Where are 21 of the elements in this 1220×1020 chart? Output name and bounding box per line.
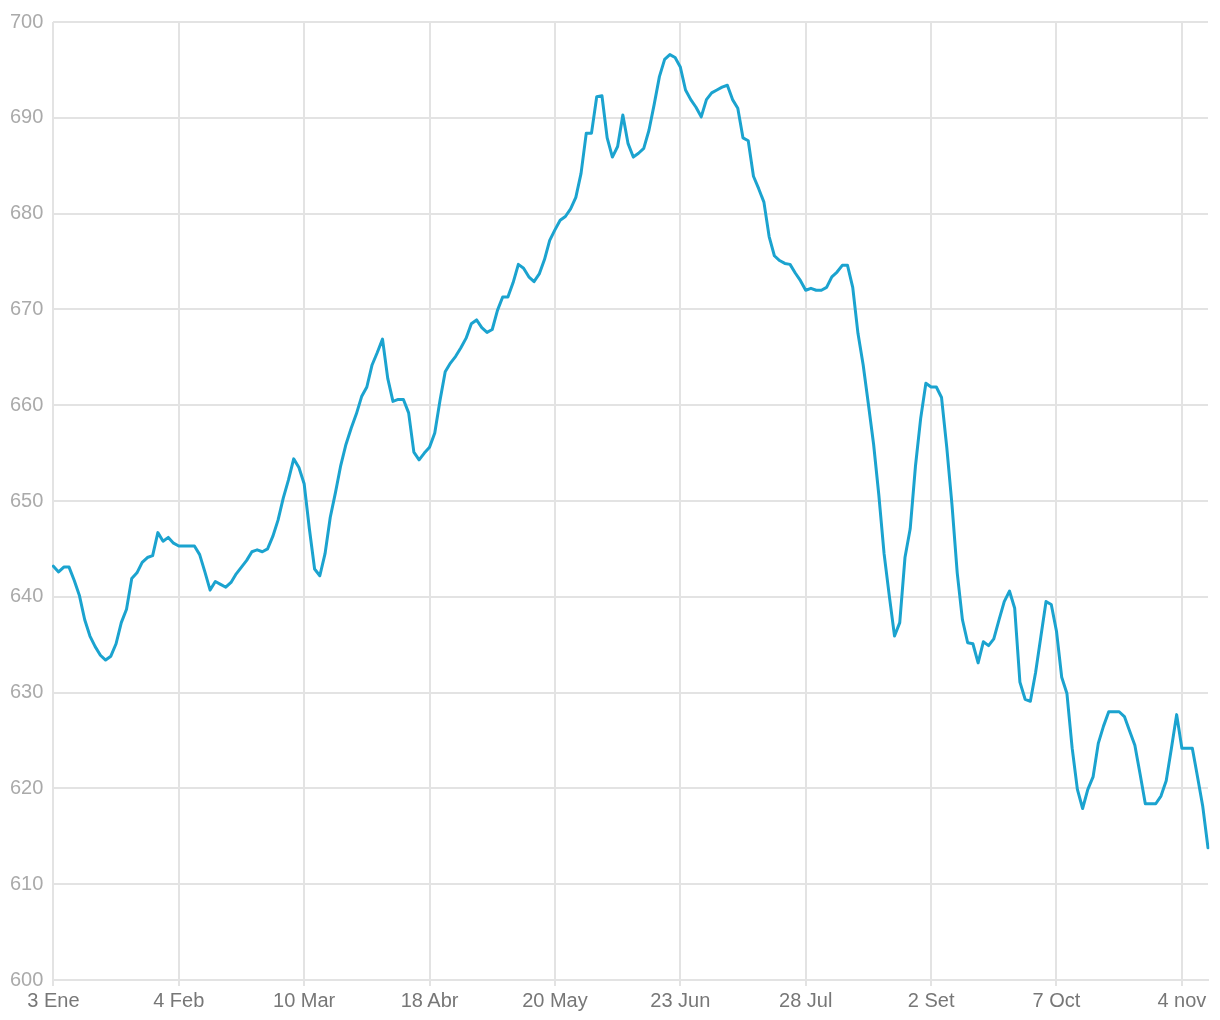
x-tick-label: 2 Set bbox=[907, 988, 955, 1011]
y-tick-label: 640 bbox=[9, 584, 44, 607]
x-tick-label: 4 nov bbox=[1157, 988, 1207, 1011]
x-tick-label: 10 Mar bbox=[273, 988, 336, 1011]
y-tick-label: 620 bbox=[9, 775, 44, 798]
y-tick-label: 650 bbox=[9, 488, 44, 511]
y-tick-label: 610 bbox=[9, 871, 44, 894]
x-tick-label: 18 Abr bbox=[400, 988, 459, 1011]
y-tick-label: 600 bbox=[9, 967, 44, 990]
x-tick-label: 3 Ene bbox=[27, 988, 80, 1011]
y-tick-label: 670 bbox=[9, 296, 44, 319]
x-tick-label: 20 May bbox=[522, 988, 588, 1011]
x-tick-label: 4 Feb bbox=[153, 988, 205, 1011]
x-tick-label: 23 Jun bbox=[650, 988, 711, 1011]
y-tick-label: 660 bbox=[9, 392, 44, 415]
x-tick-label: 7 Oct bbox=[1032, 988, 1081, 1011]
y-tick-label: 700 bbox=[9, 9, 44, 32]
y-tick-label: 690 bbox=[9, 105, 44, 128]
y-tick-label: 630 bbox=[9, 680, 44, 703]
x-tick-label: 28 Jul bbox=[779, 988, 833, 1011]
y-tick-label: 680 bbox=[9, 201, 44, 224]
